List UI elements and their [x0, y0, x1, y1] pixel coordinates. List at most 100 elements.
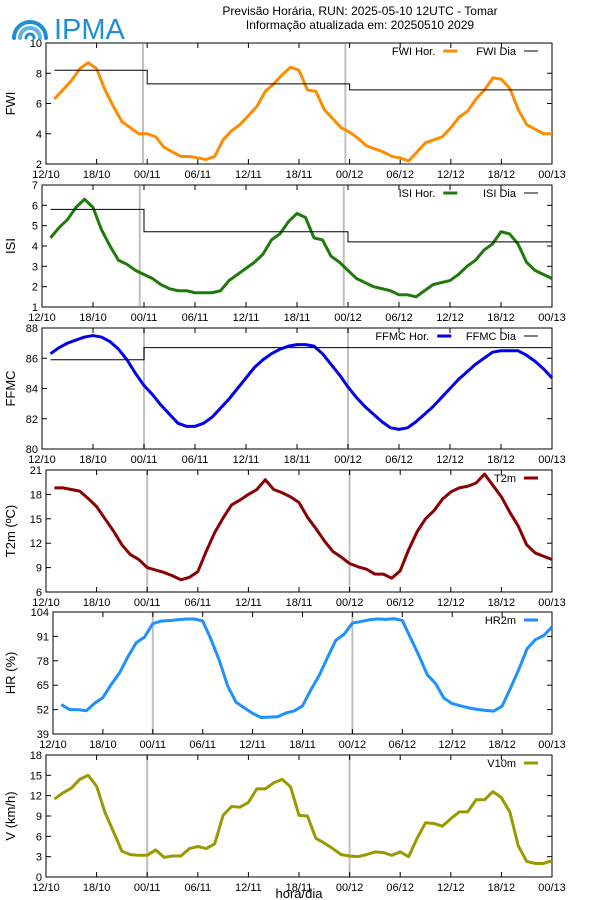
x-tick-label: 06/12 [385, 454, 413, 466]
x-tick-label: 12/10 [28, 454, 56, 466]
y-axis-label: V (km/h) [3, 791, 18, 840]
y-tick-label: 9 [36, 811, 42, 823]
y-tick-label: 8 [36, 68, 42, 80]
x-tick-label: 00/11 [134, 597, 161, 609]
x-tick-label: 06/12 [386, 169, 414, 181]
x-tick-label: 00/12 [334, 312, 362, 324]
y-tick-label: 5 [32, 221, 38, 233]
x-tick-label: 12/11 [235, 169, 262, 181]
x-tick-label: 12/12 [437, 882, 465, 894]
series-line-fwi-dia [54, 69, 552, 91]
x-tick-label: 18/11 [284, 312, 311, 324]
x-tick-label: 12/10 [32, 169, 60, 181]
x-tick-label: 12/10 [32, 597, 60, 609]
x-tick-label: 18/10 [83, 597, 111, 609]
y-tick-label: 80 [26, 444, 38, 456]
series-line-t2m [54, 472, 553, 582]
legend-label: ISI Dia [483, 188, 517, 200]
y-tick-label: 1 [32, 302, 38, 314]
chart-v10m: 0 3 6 9 12 15 18 12/10 18/10 00/11 06/11 12/11 18/11… [3, 750, 566, 894]
legend-label: FFMC Dia [466, 331, 517, 343]
y-tick-label: 104 [31, 607, 49, 619]
series-line-ffmc-dia [50, 347, 552, 361]
x-tick-label: 12/11 [235, 597, 262, 609]
chart-ffmc: 80 82 84 86 88 12/10 18/10 00/11 06/11 12/11 18/11… [3, 323, 566, 466]
y-tick-label: 3 [32, 261, 38, 273]
y-axis-label: ISI [3, 238, 18, 254]
y-tick-label: 6 [32, 200, 38, 212]
legend-label: FWI Hor. [392, 46, 435, 58]
x-tick-label: 18/11 [286, 169, 313, 181]
y-tick-label: 84 [26, 384, 38, 396]
x-tick-label: 06/12 [386, 597, 414, 609]
plot-frame [45, 42, 553, 165]
y-tick-label: 39 [37, 729, 49, 741]
y-tick-label: 3 [36, 852, 42, 864]
x-tick-label: 18/11 [289, 739, 316, 751]
y-tick-label: 52 [37, 705, 49, 717]
x-tick-label: 00/11 [134, 169, 161, 181]
x-tick-label: 00/11 [131, 312, 158, 324]
y-tick-label: 7 [32, 180, 38, 192]
plot-frame [45, 469, 553, 593]
x-tick-label: 12/10 [32, 882, 60, 894]
x-tick-label: 12/12 [436, 454, 464, 466]
y-tick-label: 6 [36, 99, 42, 111]
x-tick-label: 12/11 [233, 454, 260, 466]
chart-t2m: 6 9 12 15 18 21 12/10 18/10 00/11 06/11 12/11 18/11… [3, 465, 566, 609]
y-tick-label: 2 [36, 159, 42, 171]
x-tick-label: 00/12 [336, 597, 364, 609]
x-tick-label: 06/11 [184, 169, 211, 181]
x-tick-label: 12/12 [436, 312, 464, 324]
x-tick-label: 18/10 [89, 739, 117, 751]
x-tick-label: 00/11 [131, 454, 158, 466]
series-line-v10m [53, 773, 553, 865]
y-tick-label: 12 [30, 538, 42, 550]
series-line-isi-hor- [49, 197, 553, 299]
y-tick-label: 86 [26, 353, 38, 365]
x-tick-label: 12/10 [39, 739, 67, 751]
plot-frame [41, 184, 553, 308]
x-tick-label: 00/13 [538, 739, 566, 751]
y-tick-label: 65 [37, 680, 49, 692]
x-tick-label: 00/11 [139, 739, 166, 751]
y-tick-label: 88 [26, 323, 38, 335]
x-tick-label: 18/12 [487, 312, 515, 324]
series-line-hr2m [60, 617, 554, 719]
legend-label: FWI Dia [476, 46, 517, 58]
y-tick-label: 12 [30, 791, 42, 803]
x-tick-label: 06/11 [189, 739, 216, 751]
x-tick-label: 18/12 [488, 597, 516, 609]
chart-hr2m: 39 52 65 78 91 104 12/10 18/10 00/11 06/11 12/11 18… [3, 607, 566, 751]
x-tick-label: 06/11 [182, 312, 209, 324]
series-line-fwi-hor- [53, 61, 552, 163]
y-tick-label: 15 [30, 770, 42, 782]
y-tick-label: 0 [36, 872, 42, 884]
y-tick-label: 21 [30, 465, 42, 477]
legend-label: T2m [494, 473, 516, 485]
y-tick-label: 10 [30, 38, 42, 50]
x-tick-label: 00/13 [538, 312, 566, 324]
x-tick-label: 18/11 [286, 597, 313, 609]
y-tick-label: 15 [30, 514, 42, 526]
x-tick-label: 00/11 [134, 882, 161, 894]
x-tick-label: 06/12 [386, 882, 414, 894]
ipma-logo-text: IPMA [54, 14, 125, 44]
x-tick-label: 18/12 [488, 739, 516, 751]
x-tick-label: 18/12 [488, 169, 516, 181]
y-tick-label: 4 [36, 129, 42, 141]
legend-label: V10m [487, 758, 516, 770]
x-tick-label: 00/13 [538, 597, 566, 609]
legend-label: FFMC Hor. [375, 331, 429, 343]
x-tick-label: 12/10 [28, 312, 56, 324]
x-axis-label: hora/dia [276, 886, 324, 900]
x-tick-label: 18/12 [488, 882, 516, 894]
x-tick-label: 18/10 [83, 169, 111, 181]
x-tick-label: 06/11 [184, 882, 211, 894]
x-tick-label: 06/12 [389, 739, 417, 751]
x-tick-label: 18/12 [487, 454, 515, 466]
y-axis-label: FFMC [3, 370, 18, 406]
x-tick-label: 06/11 [184, 597, 211, 609]
ipma-logo-arcs-icon [12, 20, 48, 40]
x-tick-label: 00/12 [334, 454, 362, 466]
